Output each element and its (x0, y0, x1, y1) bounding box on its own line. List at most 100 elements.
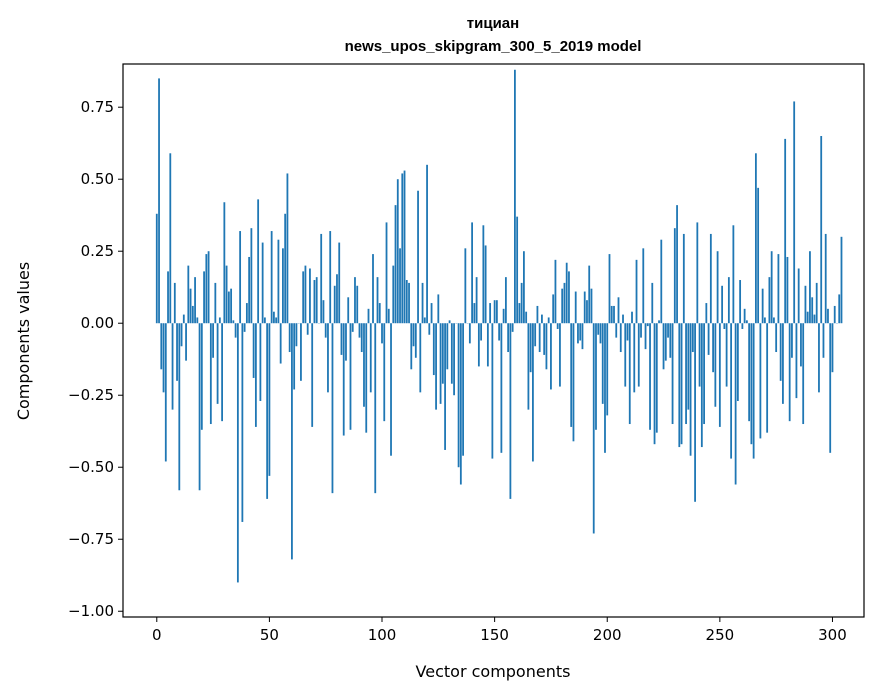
bar-58 (286, 173, 289, 324)
bar-257 (734, 323, 737, 485)
bar-202 (610, 305, 613, 324)
bar-237 (689, 323, 692, 456)
bar-38 (241, 323, 244, 522)
bar-296 (822, 323, 825, 358)
bar-218 (646, 323, 649, 327)
bar-192 (588, 265, 591, 324)
y-tick-label: −0.75 (68, 530, 114, 548)
bar-221 (653, 323, 656, 445)
y-axis-ticks: −1.00 −0.75 −0.50 −0.25 0.00 0.25 0.50 0.75 (68, 98, 123, 620)
bar-11 (180, 323, 183, 347)
bar-52 (273, 311, 275, 324)
bar-65 (302, 271, 305, 324)
y-tick-label: 0.00 (81, 314, 114, 332)
bar-259 (739, 280, 742, 324)
bar-208 (624, 323, 627, 387)
bar-283 (793, 101, 796, 324)
bar-55 (279, 323, 282, 364)
bar-87 (351, 323, 354, 332)
bar-47 (261, 242, 264, 324)
bar-103 (387, 308, 390, 324)
bar-157 (509, 323, 512, 499)
bar-102 (385, 222, 388, 324)
bar-253 (725, 323, 728, 387)
bar-195 (595, 323, 597, 430)
bar-222 (655, 323, 658, 433)
bar-184 (570, 323, 573, 427)
bar-115 (414, 323, 417, 358)
bar-170 (538, 323, 541, 353)
bar-96 (372, 254, 374, 324)
bar-119 (423, 317, 426, 324)
bar-59 (288, 323, 291, 353)
bar-214 (637, 323, 640, 387)
plot-frame (122, 63, 865, 618)
bar-164 (525, 311, 528, 324)
bar-137 (464, 248, 467, 324)
bar-241 (698, 323, 701, 387)
bar-146 (484, 245, 487, 324)
x-tick-label: 0 (152, 626, 162, 644)
bar-211 (631, 311, 633, 324)
bar-123 (432, 323, 435, 376)
bar-159 (514, 69, 516, 324)
bar-252 (723, 323, 726, 329)
bar-234 (682, 233, 685, 324)
bar-161 (518, 303, 521, 324)
bar-209 (626, 323, 629, 341)
bar-228 (669, 323, 672, 358)
bar-14 (187, 265, 190, 324)
bar-129 (446, 323, 449, 370)
bar-220 (651, 282, 654, 324)
bar-188 (579, 323, 582, 341)
bar-301 (833, 305, 836, 324)
y-tick-label: −0.25 (68, 386, 114, 404)
bar-136 (462, 323, 464, 456)
bar-168 (534, 323, 537, 347)
bar-185 (572, 323, 575, 442)
bar-263 (748, 323, 751, 422)
bar-282 (791, 323, 793, 358)
bar-174 (547, 317, 550, 324)
bar-186 (574, 291, 577, 324)
bar-128 (444, 323, 446, 450)
bar-255 (730, 323, 733, 459)
bar-254 (727, 277, 730, 324)
bar-126 (439, 323, 442, 404)
bar-88 (354, 277, 356, 324)
bar-112 (408, 282, 410, 324)
bar-106 (394, 205, 397, 324)
bar-15 (189, 288, 192, 324)
bar-172 (543, 323, 546, 355)
bar-121 (428, 323, 431, 335)
bar-156 (507, 323, 510, 353)
bar-140 (471, 222, 473, 324)
bar-45 (257, 199, 260, 324)
bar-97 (374, 323, 377, 494)
bar-295 (820, 136, 823, 324)
bar-216 (642, 248, 645, 324)
bar-20 (200, 323, 203, 430)
bar-61 (293, 323, 296, 390)
bar-242 (700, 323, 703, 448)
bar-236 (687, 323, 690, 410)
bar-165 (527, 323, 530, 410)
bar-155 (504, 277, 507, 324)
bar-227 (667, 323, 669, 338)
bar-74 (322, 300, 325, 324)
chart-title-line2: news_upos_skipgram_300_5_2019 model (345, 38, 642, 55)
bar-223 (658, 320, 660, 324)
bar-122 (430, 303, 433, 324)
bar-94 (367, 308, 370, 324)
bar-206 (619, 323, 622, 353)
bar-2 (160, 323, 163, 370)
bar-99 (378, 303, 381, 324)
bar-44 (254, 323, 257, 427)
bar-158 (511, 323, 514, 332)
bar-18 (196, 317, 199, 324)
bar-1 (158, 78, 160, 324)
bar-107 (396, 179, 399, 324)
bar-35 (234, 323, 237, 338)
bar-261 (743, 308, 746, 324)
x-axis-ticks: 0 50 100 150 200 250 300 (152, 617, 847, 644)
